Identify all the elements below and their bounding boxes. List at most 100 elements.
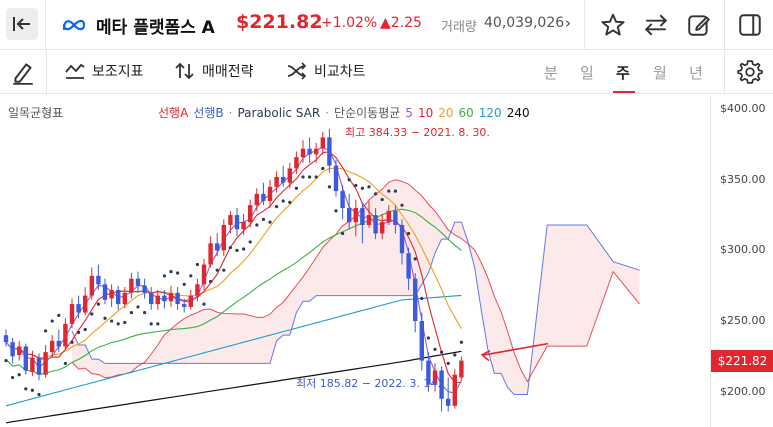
sar-dot [420, 296, 424, 301]
sar-dot [143, 310, 147, 315]
candle-body [340, 191, 345, 209]
ichimoku-cloud [72, 179, 640, 395]
settings-gear-icon[interactable] [737, 59, 763, 85]
sar-dot [393, 189, 397, 193]
indicator-legend[interactable]: 선행A 선행B · Parabolic SAR · 단순이동평균 5 10 20 60 120 240 [158, 104, 535, 121]
candle-body [347, 208, 352, 223]
candle-body [399, 224, 405, 254]
candle-body [56, 340, 61, 347]
active-tab-indicator [613, 91, 635, 93]
sar-dot [149, 322, 153, 326]
sar-dot [123, 320, 127, 325]
volume-label: 거래량 [441, 20, 477, 35]
sar-dot [235, 248, 239, 253]
sar-dot [367, 185, 371, 189]
candle-body [228, 215, 233, 225]
candle-body [366, 215, 372, 225]
candle-body [175, 292, 180, 305]
candle-body [83, 295, 88, 313]
candle-body [36, 357, 42, 375]
sar-dot [314, 175, 318, 179]
compare-icon [287, 62, 307, 80]
sar-dot [459, 340, 463, 344]
candle-body [254, 193, 259, 206]
candle-body [208, 243, 213, 265]
divider [724, 0, 725, 50]
legend-item: 선행B [193, 106, 224, 120]
stock-chart[interactable]: 일목균형표 선행A 선행B · Parabolic SAR · 단순이동평균 5 10 20 60… [0, 95, 710, 427]
sar-dot [215, 268, 219, 272]
candle-body [109, 289, 114, 299]
collapse-button[interactable] [6, 8, 38, 40]
draw-pen-icon[interactable] [10, 59, 36, 85]
candle-body [96, 275, 101, 285]
candle-body [155, 295, 160, 305]
sar-dot [182, 282, 186, 286]
span-a-line [71, 179, 640, 383]
sar-dot [347, 178, 351, 182]
period-month-tab[interactable]: 월 [653, 64, 667, 82]
sar-dot [413, 257, 417, 261]
chart-toolbar: 보조지표 매매전략 비교차트 분 일 주 월 년 [0, 50, 773, 94]
sar-dot [341, 231, 345, 236]
top-bar: 메타 플랫폼스 A $221.82 +1.02% ▲2.25 거래량 40,03… [0, 0, 773, 50]
sar-dot [37, 392, 41, 397]
candle-body [102, 284, 108, 300]
candle-body [30, 357, 35, 372]
y-tick-label: $200.00 [720, 384, 766, 398]
swap-icon[interactable] [643, 12, 669, 38]
sar-dot [44, 329, 48, 333]
legend-item: · [325, 106, 330, 120]
span-b-line [71, 221, 640, 396]
edit-icon[interactable] [686, 12, 712, 38]
change-percent: +1.02% [321, 15, 378, 31]
period-week-tab[interactable]: 주 [616, 64, 630, 82]
sar-dot [63, 361, 67, 366]
sar-dot [294, 186, 298, 190]
change-value: ▲2.25 [380, 15, 422, 31]
strategy-button[interactable]: 매매전략 [174, 61, 254, 81]
divider [724, 50, 725, 94]
sar-dot [176, 271, 180, 275]
period-day-tab[interactable]: 일 [580, 64, 594, 82]
candle-body [23, 346, 28, 371]
sar-dot [209, 279, 213, 284]
sar-dot [156, 322, 160, 326]
sar-dot [222, 268, 226, 272]
compare-button[interactable]: 비교차트 [286, 61, 366, 81]
more-info-button[interactable]: › [565, 14, 571, 32]
candle-body [426, 360, 431, 385]
candle-body [116, 289, 121, 305]
period-minute-tab[interactable]: 분 [544, 64, 558, 82]
candle-body [234, 215, 240, 230]
stock-title[interactable]: 메타 플랫폼스 A [96, 18, 215, 38]
sar-dot [136, 305, 140, 309]
collapse-left-icon [13, 17, 30, 31]
period-year-tab[interactable]: 년 [689, 64, 703, 82]
sar-dot [4, 359, 8, 363]
legend-item: 60 [458, 106, 474, 120]
legend-item: 5 [405, 106, 413, 120]
star-icon[interactable] [600, 12, 626, 38]
candle-body [333, 165, 339, 192]
indicator-button[interactable]: 보조지표 [64, 61, 144, 81]
candle-body [373, 215, 378, 234]
price-axis[interactable]: $221.82 $400.00 $350.00 $300.00 $250.00 $200… [710, 95, 773, 427]
candle-body [261, 193, 266, 201]
sar-dot [90, 312, 94, 316]
ichimoku-label[interactable]: 일목균형표 [8, 106, 64, 120]
candle-body [294, 157, 299, 169]
candle-body [188, 295, 193, 307]
candle-body [89, 275, 94, 296]
ma-20-line [5, 167, 462, 359]
candle-body [439, 370, 444, 399]
candle-body [380, 222, 385, 234]
sar-dot [202, 302, 206, 306]
ma-10-line [5, 151, 462, 384]
ma-60-line [5, 208, 462, 375]
sar-dot [96, 302, 100, 306]
candle-body [406, 253, 411, 279]
candle-body [413, 278, 418, 322]
panel-toggle-icon[interactable] [737, 12, 763, 38]
candle-body [386, 210, 391, 223]
